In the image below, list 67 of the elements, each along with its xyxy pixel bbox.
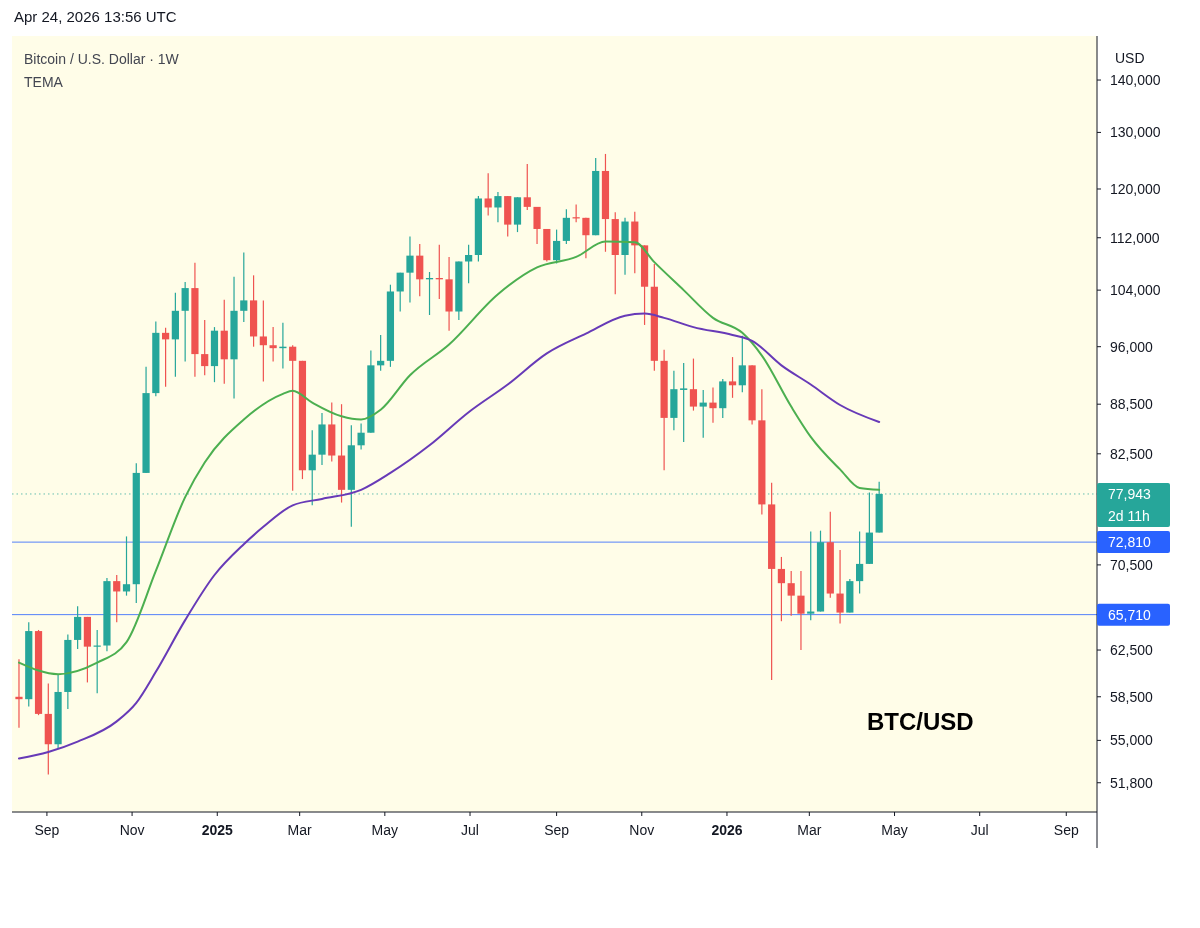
y-tick-label: 130,000 [1110,124,1161,141]
y-tick-label: 112,000 [1110,229,1160,246]
candlestick [416,243,424,297]
candlestick [807,531,815,621]
candlestick [240,251,248,323]
line-series [17,240,881,676]
y-tick-label: 58,500 [1110,688,1154,705]
candlestick [181,281,189,363]
y-tick-label: 96,000 [1110,338,1154,355]
candlestick [836,549,844,624]
candlestick [777,556,786,622]
candlestick [269,326,277,363]
candlestick [699,389,707,439]
candlestick [259,299,267,382]
candlestick [582,217,590,259]
x-tick-label: Mar [287,822,313,838]
candlestick [113,574,121,623]
candlestick [122,535,131,597]
text: Bitcoin / U.S. Dollar · 1W [24,51,180,67]
x-tick-label: May [371,822,399,838]
x-tick-label: Nov [119,822,145,838]
ref-line-label: 72,810 [1108,534,1152,551]
y-tick-label: 104,000 [1110,282,1161,299]
y-axis-title: USD [1115,50,1145,66]
y-tick-label: 140,000 [1110,71,1161,88]
candlestick [406,235,414,304]
x-tick-label: 2026 [711,822,743,838]
candlestick [562,208,570,245]
candlestick [787,570,795,617]
candlestick [523,163,531,211]
candlestick [856,531,864,595]
y-tick-label: 120,000 [1110,180,1161,197]
x-tick-label: Sep [34,822,60,838]
candlestick [689,357,698,412]
y-tick-label: 82,500 [1110,445,1154,462]
x-tick-label: 2025 [201,822,234,838]
ref-line-label: 65,710 [1108,606,1152,623]
y-tick-label: 88,500 [1110,396,1154,413]
x-tick-label: May [881,822,908,838]
ref-line-label: 77,943 2d 11h [1108,485,1152,524]
candlestick [533,206,541,245]
y-tick-label: 55,000 [1110,732,1154,749]
y-tick-label: 62,500 [1110,641,1154,658]
candlestick [709,387,717,424]
candlestick [484,172,492,216]
candlestick [289,344,297,492]
candlestick [680,362,688,443]
x-tick-label: Jul [970,822,989,838]
candlestick [15,658,23,729]
annotation: BTC/USD [867,708,974,735]
x-tick-label: Jul [461,822,479,838]
candlestick [201,319,209,376]
text: TEMA [24,74,64,90]
candlestick [738,335,746,393]
x-tick-label: Sep [544,822,570,838]
candlestick [797,570,805,651]
candlestick [728,356,737,399]
x-tick-label: Sep [1053,822,1079,838]
y-tick-label: 51,800 [1110,774,1154,791]
candlestick [357,423,365,451]
candlestick [494,191,502,223]
text: Apr 24, 2026 13:56 UTC [14,8,177,25]
y-tick-label: 70,500 [1110,556,1154,573]
candlestick [74,605,82,650]
x-tick-label: Nov [629,822,655,838]
x-tick-label: Mar [797,822,822,838]
candlestick [396,272,404,313]
